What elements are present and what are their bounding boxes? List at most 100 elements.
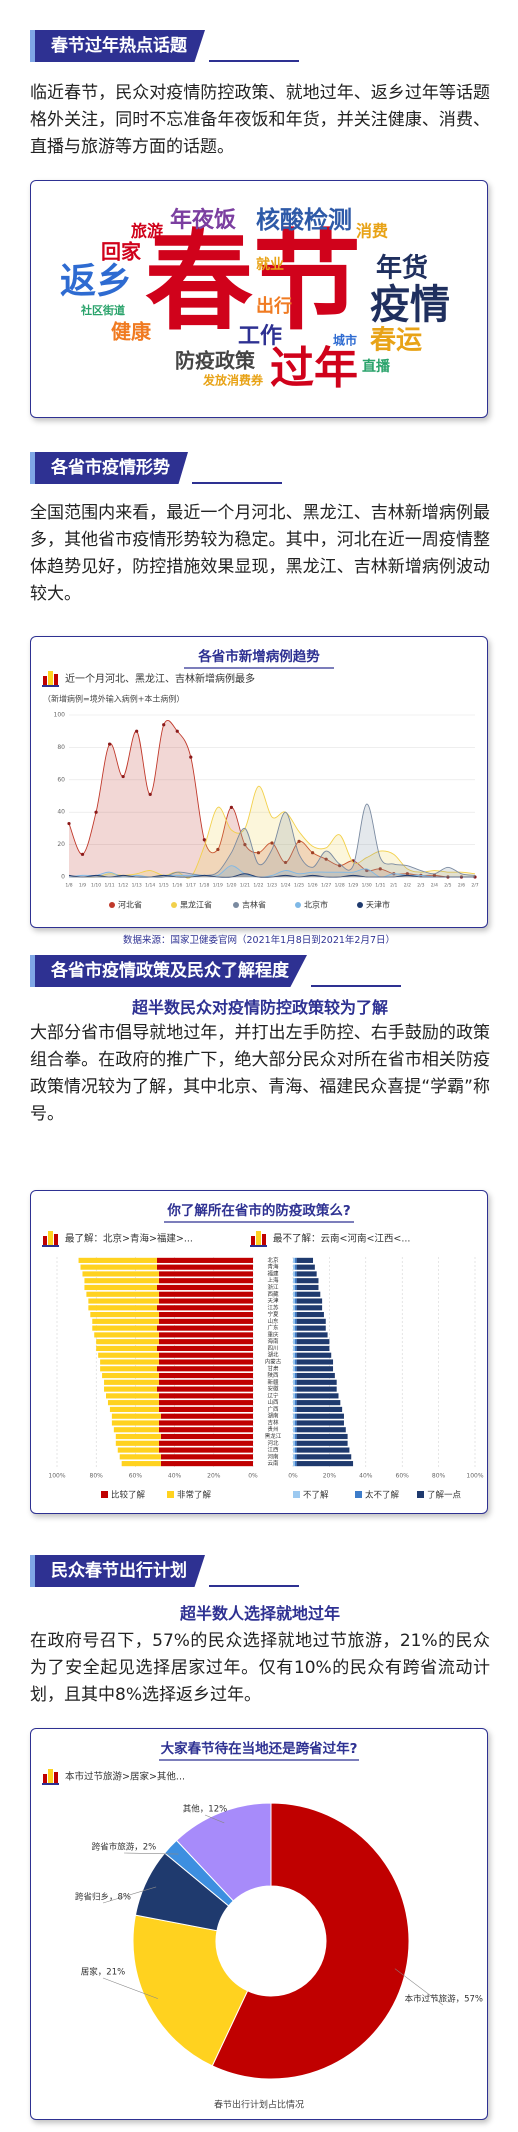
bar (84, 1284, 157, 1291)
icon (250, 1245, 267, 1247)
x-tick-label: 2/5 (444, 883, 451, 889)
x-tick-label: 1/15 (159, 883, 169, 889)
icon (251, 1236, 255, 1245)
bar (104, 1386, 157, 1392)
point (189, 755, 193, 759)
cloud-word: 城市 (333, 333, 357, 348)
bar (293, 1264, 295, 1270)
category-label: 北京 (267, 1256, 279, 1264)
bar (156, 1345, 253, 1352)
bar (111, 1413, 161, 1419)
cloud-word: 社区街道 (80, 303, 125, 317)
category-label: 山东 (267, 1317, 279, 1325)
bar (115, 1433, 161, 1440)
bar (294, 1454, 297, 1460)
category-label: 浙江 (267, 1283, 279, 1291)
x-tick-label: 2/4 (431, 883, 438, 889)
bar (86, 1291, 159, 1297)
bar (296, 1291, 321, 1297)
category-label: 贵州 (267, 1425, 278, 1433)
chart-subtitle: 近一个月河北、黑龙江、吉林新增病例最多 (65, 672, 255, 685)
x-tick-label: 0% (288, 1473, 298, 1480)
x-tick-label: 100% (466, 1473, 483, 1480)
section-title: 各省市疫情形势 (30, 452, 188, 484)
cloud-word: 核酸检测 (256, 206, 352, 234)
bar (293, 1440, 295, 1446)
legend-marker (109, 902, 115, 908)
bar (294, 1366, 297, 1372)
bar (156, 1264, 253, 1270)
bar (158, 1427, 253, 1433)
bar (296, 1271, 317, 1277)
bar (293, 1413, 295, 1419)
x-tick-label: 1/13 (132, 883, 142, 889)
bar (156, 1386, 253, 1392)
leader-line (102, 1886, 157, 1904)
bar (294, 1440, 297, 1446)
point (405, 872, 409, 876)
donut-chart: 大家春节待在当地还是跨省过年? 本市过节旅游>居家>其他... 本市过节旅游，57%… (42, 1740, 483, 2111)
icon (256, 1231, 261, 1245)
cloud-word: 春节 (145, 220, 361, 345)
point (148, 792, 152, 796)
category-label: 湖北 (267, 1351, 279, 1359)
y-tick-label: 40 (57, 809, 65, 816)
y-tick-label: 60 (57, 776, 65, 783)
cloud-word: 健康 (111, 320, 152, 344)
point (270, 841, 274, 845)
bar (294, 1312, 297, 1318)
category-label: 新疆 (267, 1378, 279, 1386)
slice-label: 居家，21% (81, 1967, 125, 1978)
x-tick-label: 1/30 (362, 883, 372, 889)
area (69, 804, 475, 878)
icon (48, 1769, 53, 1783)
x-tick-label: 40% (359, 1473, 373, 1480)
legend-marker (355, 1491, 362, 1498)
icon (262, 1234, 266, 1245)
bar (92, 1325, 157, 1331)
bar (294, 1406, 297, 1412)
point (243, 843, 247, 847)
leader-line (204, 1814, 225, 1824)
x-tick-label: 80% (90, 1473, 104, 1480)
x-tick-label: 1/24 (280, 883, 290, 889)
point (365, 868, 369, 873)
bar (294, 1298, 297, 1304)
slice-label: 跨省归乡，8% (75, 1892, 131, 1903)
area (69, 720, 475, 878)
bar (293, 1366, 295, 1372)
y-tick-label: 100 (54, 712, 66, 719)
bar (296, 1433, 348, 1440)
bar (296, 1393, 339, 1399)
bar (158, 1332, 253, 1338)
bar (158, 1318, 253, 1324)
annotation: 最了解：北京>青海>福建>... (65, 1233, 193, 1245)
category-label: 山西 (267, 1398, 279, 1406)
bar (296, 1359, 334, 1365)
bar (109, 1406, 159, 1412)
bar (156, 1305, 253, 1311)
bar (158, 1400, 253, 1406)
x-tick-label: 2/3 (417, 883, 424, 889)
category-label: 云南 (267, 1459, 279, 1467)
bar (296, 1298, 323, 1304)
point (121, 774, 125, 779)
category-label: 辽宁 (267, 1391, 279, 1399)
x-tick-label: 20% (323, 1473, 337, 1480)
x-tick-label: 1/8 (65, 883, 72, 889)
cloud-word: 直播 (362, 358, 391, 375)
slice (211, 1802, 410, 2080)
bar (296, 1284, 319, 1291)
bar (294, 1379, 297, 1385)
bar (294, 1264, 297, 1270)
bar (296, 1305, 323, 1311)
section-subtitle: 超半数民众对疫情防控政策较为了解 (131, 998, 388, 1017)
area (69, 865, 475, 878)
category-label: 宁夏 (267, 1310, 279, 1318)
bar (111, 1420, 159, 1426)
bar (294, 1271, 297, 1277)
bar (78, 1257, 157, 1263)
category-label: 甘肃 (267, 1364, 279, 1372)
bar (158, 1379, 253, 1385)
